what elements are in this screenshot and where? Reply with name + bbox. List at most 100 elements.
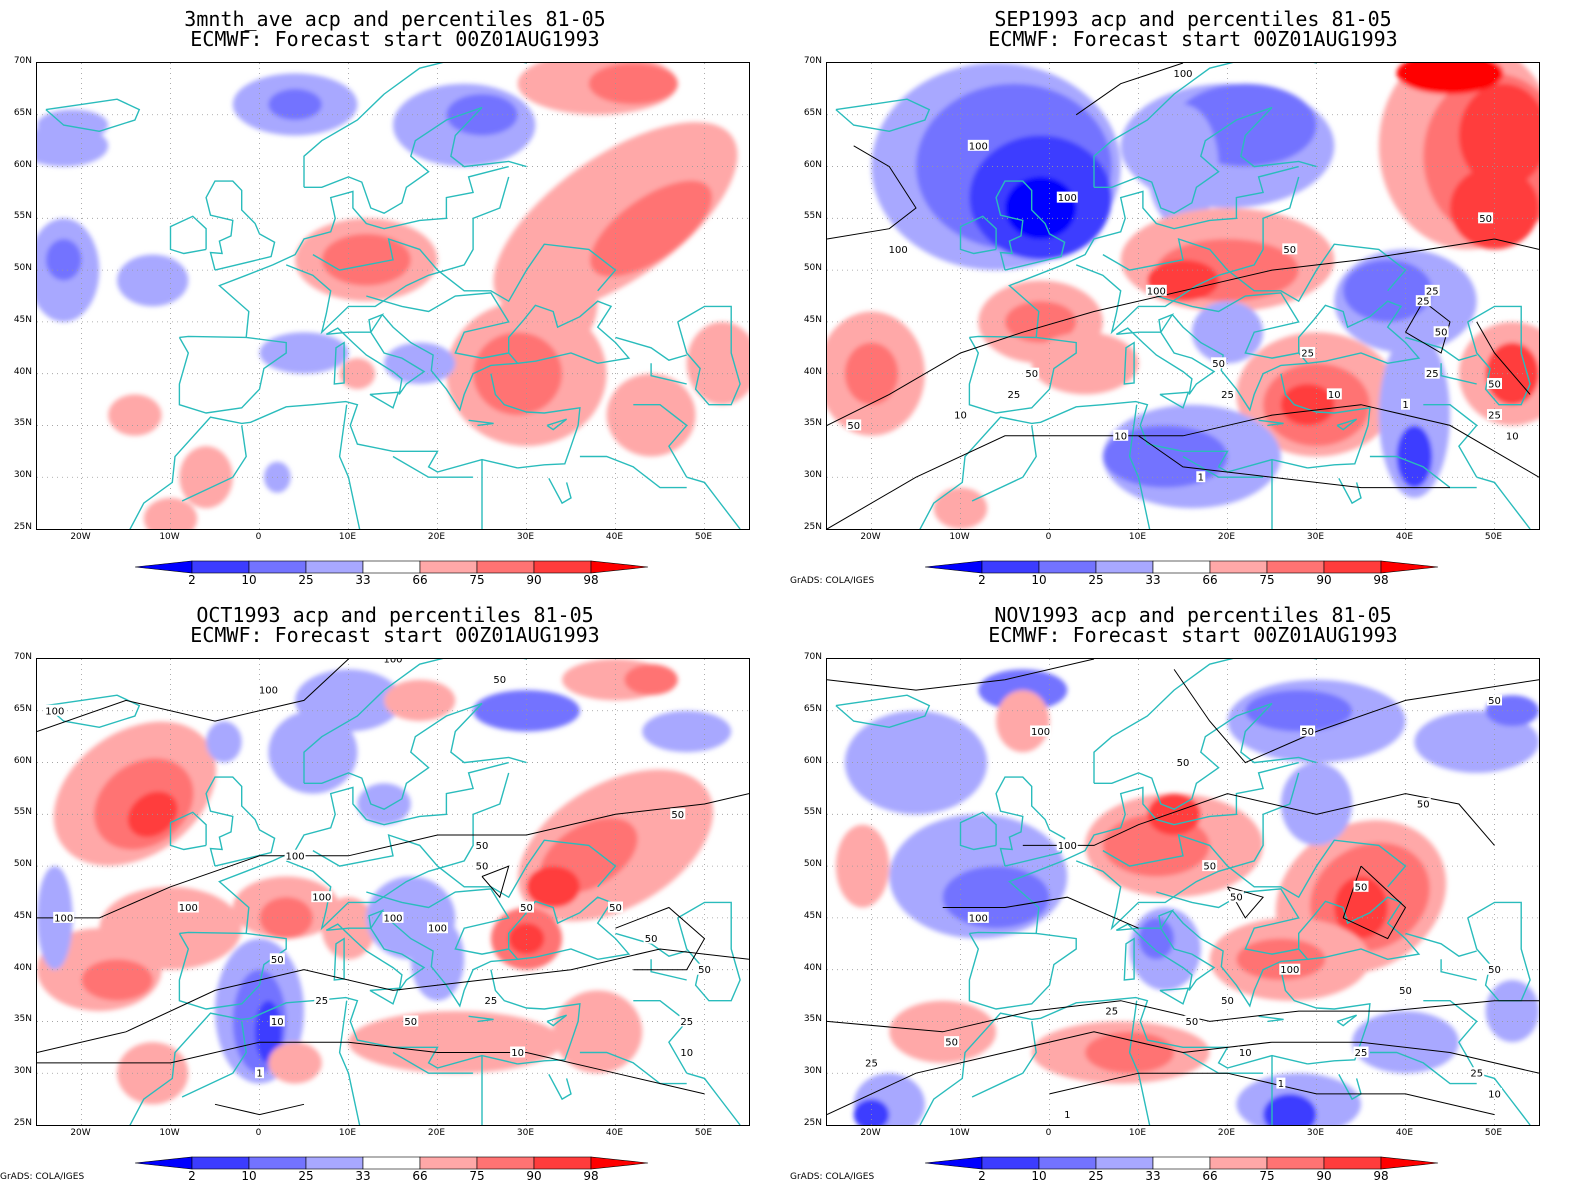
coastline xyxy=(1440,959,1477,981)
coastline xyxy=(129,996,518,1125)
colorbar-label: 90 xyxy=(526,573,542,587)
colorbar-segment xyxy=(362,560,421,574)
contour-label: 25 xyxy=(1426,286,1439,297)
contour-label-bg xyxy=(1104,1005,1120,1017)
contour-label-bg xyxy=(269,953,285,965)
contour-label: 100 xyxy=(383,913,402,924)
coastline xyxy=(333,937,345,981)
colorbar-label: 25 xyxy=(298,573,314,587)
latitude-tick-label: 65N xyxy=(13,107,32,118)
longitude-tick-label: 20W xyxy=(70,532,91,542)
coastline xyxy=(304,702,527,810)
colorbar-label: 25 xyxy=(298,1169,314,1183)
contour-label: 25 xyxy=(680,1017,693,1028)
percentile-patch xyxy=(588,63,678,105)
latitude-tick-label: 40N xyxy=(13,366,32,377)
latitude-tick-label: 70N xyxy=(13,652,32,662)
contour-label: 50 xyxy=(945,1038,958,1049)
colorbar-label: 25 xyxy=(1088,1169,1104,1183)
coastline xyxy=(178,931,287,1010)
latitude-tick-label: 55N xyxy=(803,211,822,222)
contour-label: 50 xyxy=(271,955,284,966)
contour-label: 1 xyxy=(1402,400,1408,411)
colorbar-segment xyxy=(476,560,535,574)
contour-line xyxy=(827,1031,1539,1116)
colorbar-label: 66 xyxy=(1202,1169,1218,1183)
percentile-patch xyxy=(108,394,162,436)
percentile-patch xyxy=(259,897,313,939)
contour-line xyxy=(827,1000,1539,1033)
contour-label: 50 xyxy=(1221,996,1234,1007)
coastline xyxy=(338,404,361,529)
grads-credit: GrADS: COLA/IGES xyxy=(790,1172,875,1182)
coastline xyxy=(959,811,997,851)
latitude-tick-label: 70N xyxy=(13,56,32,66)
coastline xyxy=(1338,1073,1362,1101)
contour-label: 50 xyxy=(609,903,622,914)
contour-label-bg xyxy=(1228,891,1244,903)
colorbar-segment xyxy=(191,1156,250,1170)
contour-label: 50 xyxy=(1488,380,1501,391)
coastline xyxy=(1171,910,1315,1008)
latitude-tick-label: 55N xyxy=(803,807,822,818)
longitude-tick-label: 10W xyxy=(949,1128,970,1138)
coastline xyxy=(1156,292,1300,359)
longitude-tick-label: 0 xyxy=(255,1128,262,1138)
contour-label-bg xyxy=(474,839,490,851)
contour-label-bg xyxy=(255,1067,264,1079)
coastline xyxy=(181,1021,247,1098)
longitude-tick-label: 10W xyxy=(159,532,180,542)
colorbar-segment xyxy=(1323,1156,1382,1170)
percentile-patch xyxy=(45,239,82,281)
panel-subtitle: ECMWF: Forecast start 00Z01AUG1993 xyxy=(190,623,600,647)
colorbar-label: 66 xyxy=(1202,573,1218,587)
coastline xyxy=(546,418,568,431)
coastline xyxy=(579,1051,687,1085)
contour-label: 50 xyxy=(520,903,533,914)
contour-line xyxy=(615,906,706,971)
colorbar-segment xyxy=(476,1156,535,1170)
contour-label-bg xyxy=(1172,67,1194,79)
contour-label: 25 xyxy=(1355,1048,1368,1059)
coastline xyxy=(919,400,1308,529)
latitude-tick-label: 35N xyxy=(803,1014,822,1025)
coastline xyxy=(686,1072,741,1125)
colorbar-arrow-low xyxy=(135,1156,193,1170)
contour-label: 25 xyxy=(1105,1007,1118,1018)
contour-label-bg xyxy=(1424,367,1440,379)
coastline xyxy=(369,987,400,1005)
contour-label-bg xyxy=(1220,388,1235,400)
percentile-patch xyxy=(942,866,1050,929)
contour-label-bg xyxy=(427,922,448,934)
contour-label: 25 xyxy=(1426,369,1439,380)
percentile-patch xyxy=(295,669,402,732)
coastline xyxy=(468,419,494,427)
contour-label: 100 xyxy=(1280,965,1299,976)
longitude-tick-label: 20E xyxy=(1217,1128,1236,1138)
colorbar-arrow-high xyxy=(590,1156,649,1170)
coastline xyxy=(392,1051,474,1074)
contour-line xyxy=(1075,63,1184,116)
longitude-tick-label: 10W xyxy=(949,532,970,542)
colorbar-segment xyxy=(1209,1156,1268,1170)
coastline xyxy=(392,455,474,478)
contour-label: 100 xyxy=(969,141,988,152)
latitude-tick-label: 60N xyxy=(803,159,822,170)
contour-label: 25 xyxy=(1488,411,1501,422)
percentile-patch xyxy=(268,710,358,794)
contour-label-bg xyxy=(1279,963,1301,975)
percentile-patch xyxy=(544,259,598,343)
percentile-patch xyxy=(384,342,456,385)
map-canvas: 1001001001001005050505050505025252525252… xyxy=(827,63,1539,529)
map-canvas: 50 50 50 100 50 100 50 50 50 100 100 50 50 50 50 50 25 25… xyxy=(827,659,1539,1125)
percentile-patch xyxy=(1005,176,1077,240)
contour-label-bg xyxy=(1006,388,1022,400)
coastline xyxy=(45,98,141,133)
contour-label: 10 xyxy=(1328,390,1341,401)
panel-title: SEP1993 acp and percentiles 81-05 xyxy=(994,7,1392,31)
coastline xyxy=(968,931,1077,1010)
colorbar-arrow-low xyxy=(925,1156,983,1170)
percentile-patch xyxy=(1396,63,1504,95)
coastline xyxy=(633,404,688,478)
contour-label: 25 xyxy=(1301,348,1314,359)
